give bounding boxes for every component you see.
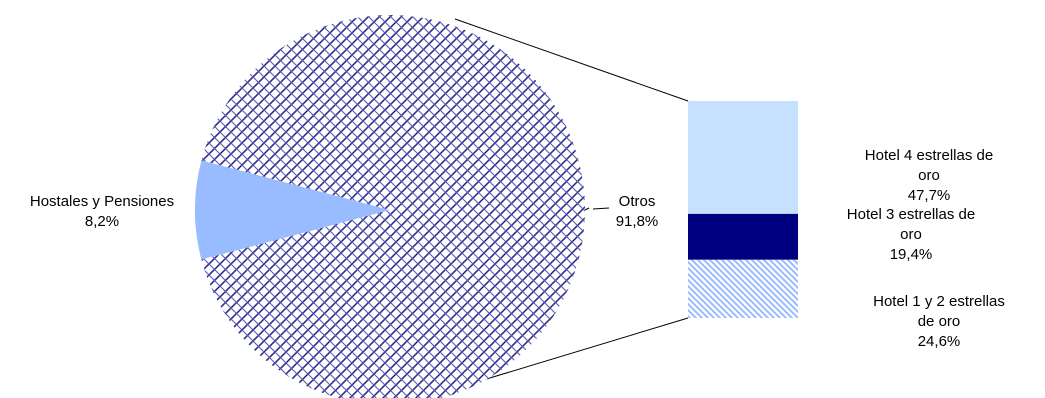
bar-label-2-line: oro: [900, 226, 922, 243]
bar-label-3-line: de oro: [918, 313, 961, 330]
pie-leader-line: [584, 207, 590, 211]
bar-label-3-line: 24,6%: [918, 333, 961, 350]
pie-label-hostales-y-pensiones-line: Hostales y Pensiones: [30, 193, 174, 210]
pie-group: [194, 15, 585, 398]
connector-lines: [454, 18, 689, 388]
pie-label-hostales-y-pensiones-line: 8,2%: [85, 213, 119, 230]
pie-slice-hostales-y-pensiones: [194, 160, 390, 260]
bar-label-1-line: oro: [918, 167, 940, 184]
bar-label-1: Hotel 4 estrellas de oro 47,7%: [865, 147, 993, 204]
data-labels: Hostales y Pensiones 8,2% Otros 91,8% Hotel …: [30, 147, 1005, 350]
pie-label-otros-line: Otros: [619, 193, 656, 210]
bar-label-2-line: Hotel 3 estrellas de: [847, 206, 975, 223]
bar-segment-3: [688, 259, 798, 318]
connector-top: [454, 18, 689, 102]
pie-slice-otros: [201, 15, 585, 398]
bar-segment-2: [688, 213, 798, 260]
bar-label-1-line: 47,7%: [908, 187, 951, 204]
connector-bottom: [459, 317, 689, 388]
bar-label-3: Hotel 1 y 2 estrellas de oro 24,6%: [873, 293, 1005, 350]
pie-label-otros: Otros 91,8%: [616, 193, 659, 230]
bar-segment-1: [688, 101, 798, 214]
pie-label-hostales-y-pensiones: Hostales y Pensiones 8,2%: [30, 193, 174, 230]
bar-label-2-line: 19,4%: [890, 246, 933, 263]
breakdown-bar: [688, 101, 798, 318]
bar-label-3-line: Hotel 1 y 2 estrellas: [873, 293, 1005, 310]
pie-label-otros-line: 91,8%: [616, 213, 659, 230]
bar-label-1-line: Hotel 4 estrellas de: [865, 147, 993, 164]
pie-leader-line: [592, 207, 610, 210]
bar-label-2: Hotel 3 estrellas de oro 19,4%: [847, 206, 975, 263]
